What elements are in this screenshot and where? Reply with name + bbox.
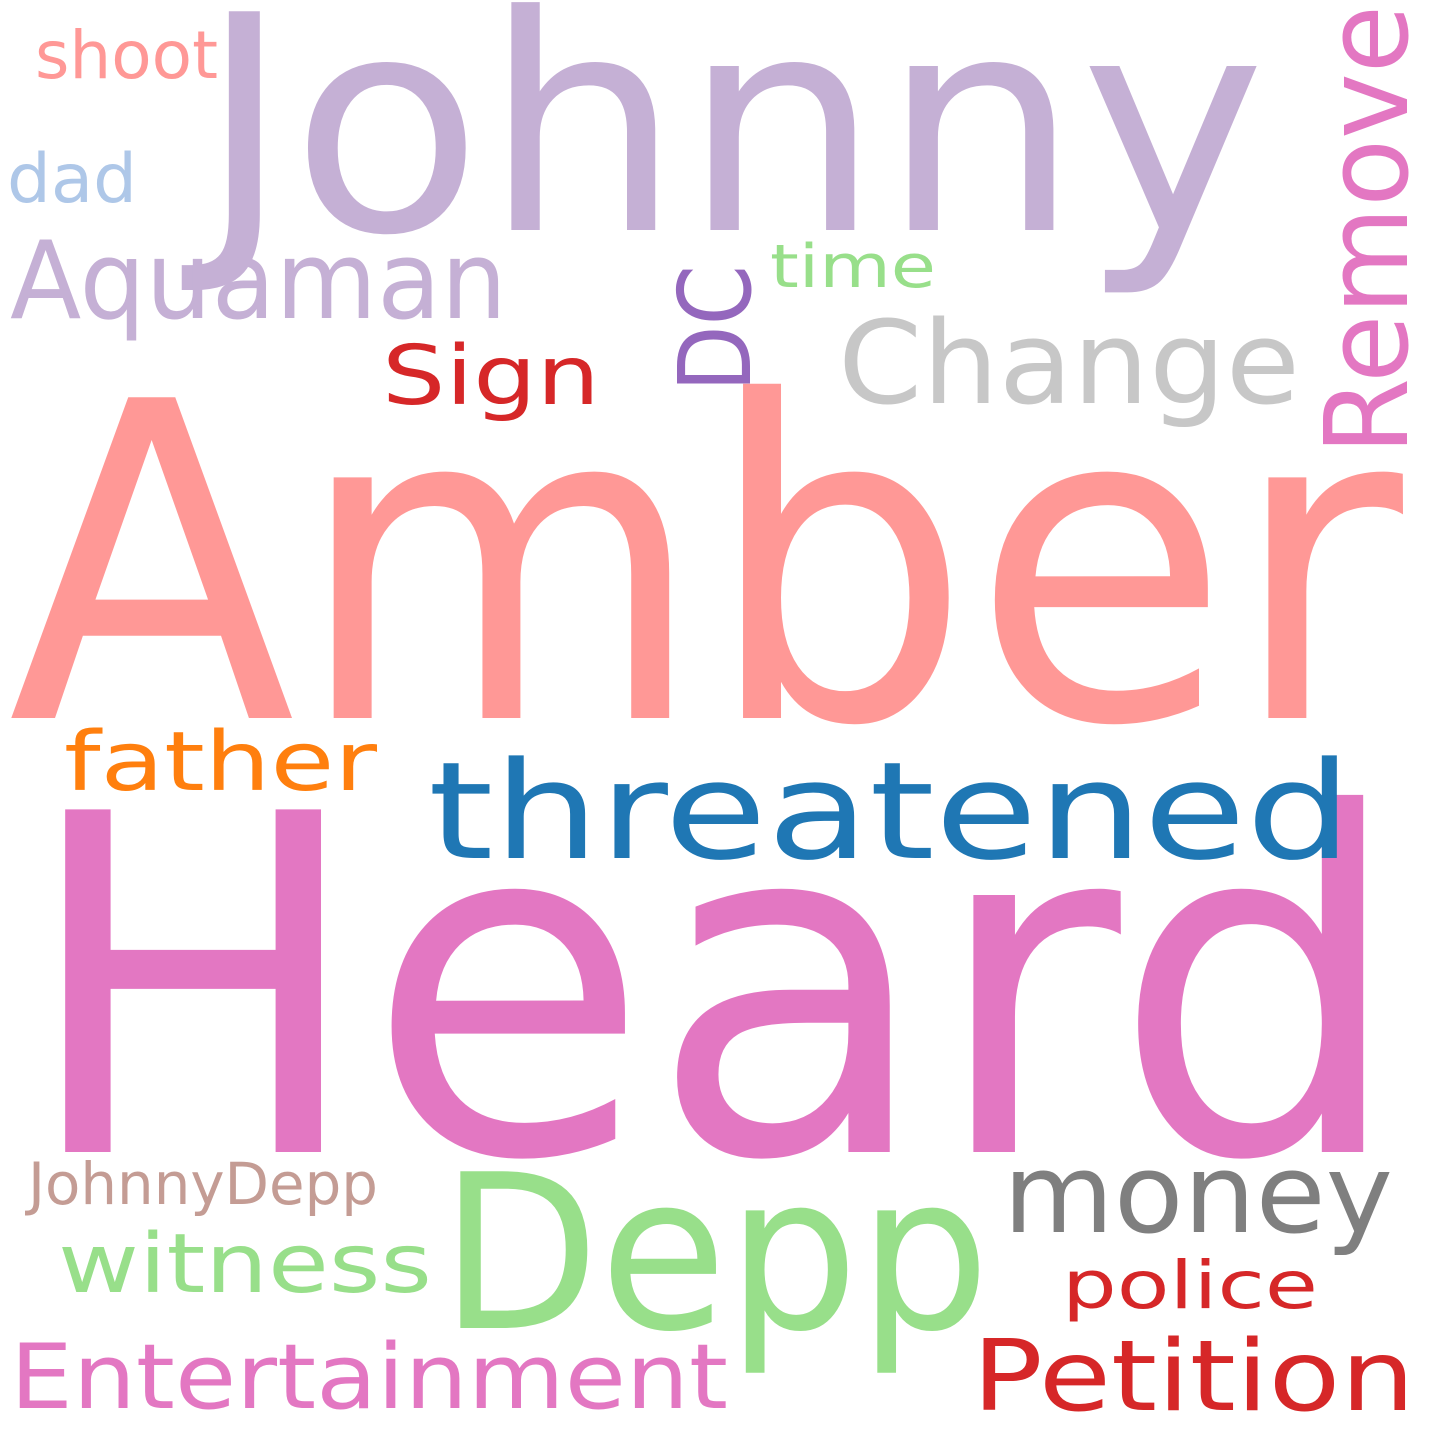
word-aquaman: Aquaman (10, 219, 507, 344)
word-entertainment: Entertainment (10, 1325, 728, 1430)
word-father: father (64, 715, 377, 810)
word-petition: Petition (972, 1320, 1415, 1434)
word-depp: Depp (440, 1128, 990, 1379)
word-amber: Amber (8, 310, 1408, 822)
word-heard: Heard (20, 716, 1405, 1263)
word-police: police (1062, 1247, 1318, 1324)
word-remove: Remove (1301, 5, 1435, 455)
word-johnny: Johnny (178, 0, 1266, 301)
word-threatened: threatened (428, 733, 1352, 890)
word-change: Change (838, 297, 1300, 431)
word-dad: dad (7, 140, 137, 219)
word-shoot: shoot (35, 17, 218, 94)
word-dc: DC (657, 265, 774, 392)
word-sign: Sign (382, 329, 600, 424)
word-money: money (1003, 1130, 1393, 1258)
word-time: time (770, 232, 936, 302)
word-witness: witness (58, 1217, 432, 1312)
word-johnnydepp: JohnnyDepp (25, 1150, 378, 1218)
